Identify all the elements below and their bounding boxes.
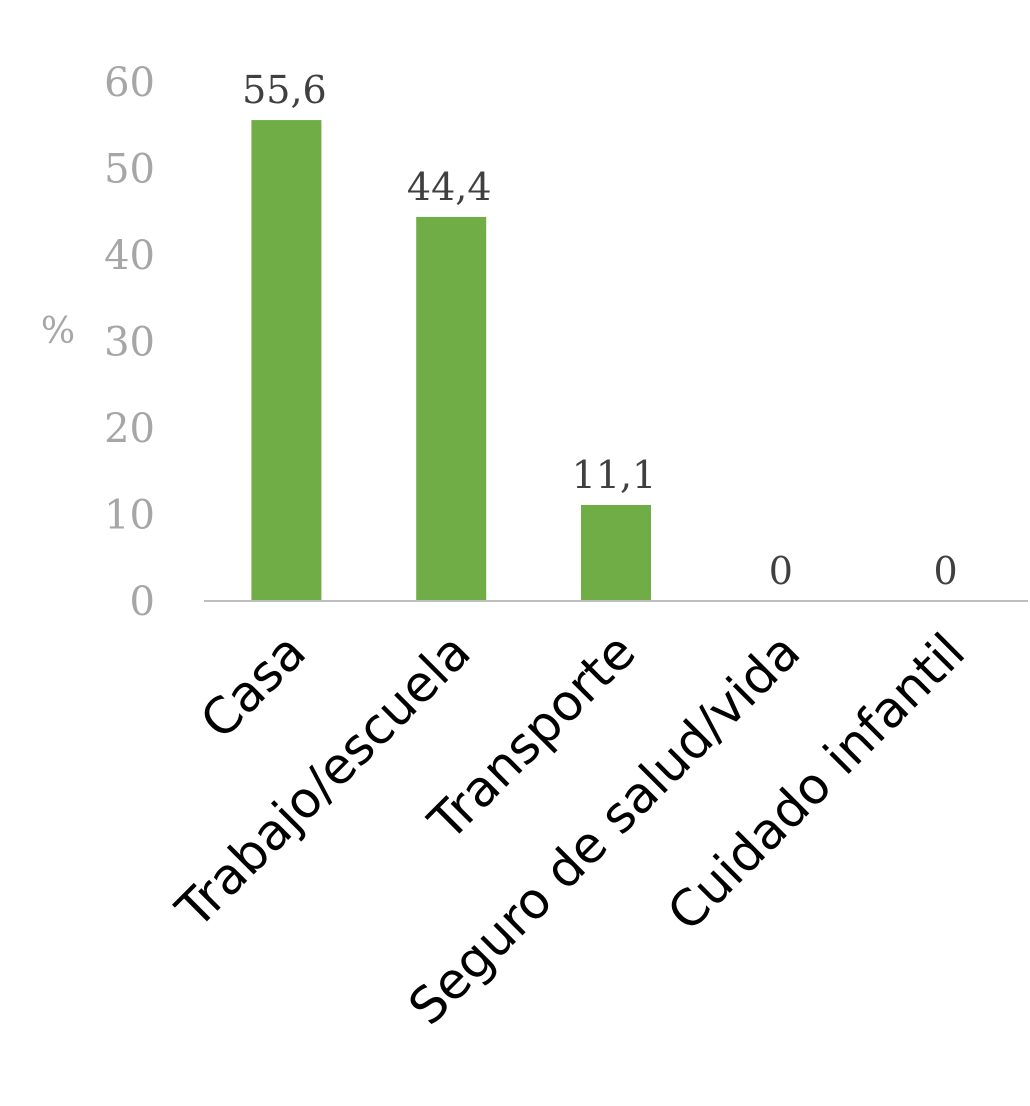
data-labels: 55,6 44,4 11,1 0 0 — [242, 68, 958, 593]
bars — [251, 120, 651, 601]
data-label: 11,1 — [572, 453, 657, 497]
bar — [251, 120, 322, 601]
x-tick-label: Cuidado infantil — [656, 622, 976, 942]
x-tick-label: Casa — [189, 622, 316, 749]
data-label: 0 — [769, 549, 793, 593]
y-tick-label: 50 — [104, 147, 155, 193]
bar — [581, 504, 651, 601]
data-label: 55,6 — [242, 68, 327, 112]
y-tick-label: 30 — [104, 320, 155, 366]
y-tick-label: 10 — [104, 493, 155, 539]
y-axis-ticks: 0 10 20 30 40 50 60 — [104, 60, 155, 625]
data-label: 0 — [934, 549, 958, 593]
bar — [416, 216, 487, 601]
y-tick-label: 20 — [104, 406, 155, 452]
data-label: 44,4 — [407, 165, 492, 209]
y-tick-label: 60 — [104, 60, 155, 106]
x-tick-label: Trabajo/escuela — [165, 622, 482, 939]
y-axis-label: % — [41, 311, 75, 352]
y-tick-label: 40 — [104, 233, 155, 279]
y-tick-label: 0 — [130, 579, 155, 625]
